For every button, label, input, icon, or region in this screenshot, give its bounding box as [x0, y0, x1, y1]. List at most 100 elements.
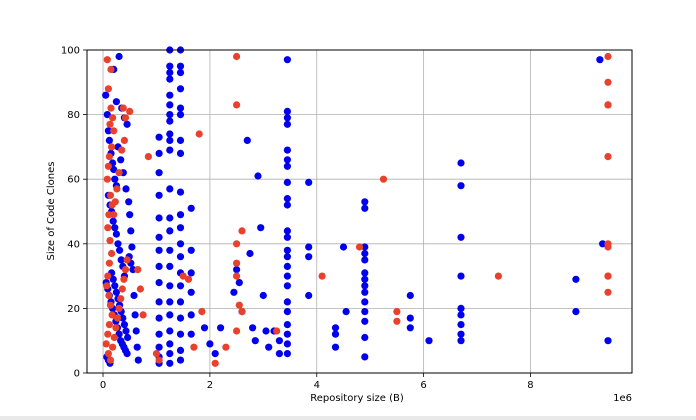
data-point-blue: [331, 330, 340, 338]
data-point-blue: [166, 262, 174, 270]
data-point-red: [118, 146, 126, 154]
data-point-blue: [176, 356, 185, 364]
data-point-red: [106, 191, 115, 199]
y-tick-label: 100: [61, 46, 80, 57]
data-point-red: [107, 65, 115, 73]
y-tick-label: 60: [67, 175, 80, 186]
data-point-red: [102, 340, 110, 348]
data-point-red: [233, 240, 241, 248]
data-point-red: [117, 295, 125, 303]
data-point-red: [273, 327, 281, 335]
data-point-blue: [187, 204, 195, 212]
data-point-blue: [176, 111, 185, 119]
x-tick-label: 2: [207, 380, 213, 391]
data-point-red: [105, 153, 113, 161]
data-point-red: [139, 311, 147, 319]
data-point-blue: [119, 314, 127, 322]
data-point-blue: [233, 266, 241, 274]
data-point-blue: [155, 133, 163, 141]
data-point-blue: [257, 224, 265, 232]
data-point-blue: [116, 246, 124, 254]
data-point-blue: [283, 330, 291, 338]
data-point-blue: [176, 149, 185, 157]
data-point-blue: [457, 311, 465, 319]
data-point-blue: [123, 120, 131, 128]
y-axis-title: Size of Code Clones: [46, 162, 57, 261]
data-point-blue: [155, 262, 163, 270]
data-point-blue: [166, 359, 174, 367]
x-tick-label: 8: [527, 380, 533, 391]
data-point-red: [222, 343, 230, 351]
data-point-blue: [604, 337, 612, 345]
data-point-red: [120, 136, 128, 144]
data-point-blue: [131, 311, 139, 319]
x-tick-label: 6: [420, 380, 426, 391]
data-point-red: [110, 333, 118, 342]
data-point-red: [104, 224, 112, 232]
data-point-blue: [599, 240, 607, 248]
data-point-red: [155, 356, 163, 364]
data-point-blue: [109, 217, 117, 225]
data-point-red: [108, 311, 116, 319]
data-point-blue: [166, 350, 174, 358]
y-tick-label: 40: [67, 239, 80, 250]
data-point-red: [393, 317, 401, 325]
data-point-blue: [102, 91, 110, 99]
data-point-blue: [265, 343, 273, 351]
data-point-blue: [166, 62, 174, 70]
data-point-red: [110, 211, 118, 219]
data-point-blue: [406, 314, 414, 322]
data-point-red: [233, 272, 241, 280]
y-tick-label: 0: [74, 369, 80, 380]
data-point-blue: [305, 178, 313, 186]
data-point-blue: [132, 327, 140, 335]
data-point-blue: [406, 324, 414, 332]
data-point-blue: [283, 114, 291, 122]
data-point-blue: [155, 298, 163, 306]
data-point-blue: [187, 269, 195, 277]
data-point-red: [494, 272, 502, 280]
data-point-red: [105, 291, 113, 300]
data-point-blue: [361, 243, 369, 251]
data-point-blue: [262, 327, 270, 335]
data-point-red: [106, 356, 115, 364]
y-tick-label: 80: [67, 110, 80, 121]
data-point-blue: [361, 353, 369, 361]
y-tick-label: 20: [67, 304, 80, 315]
data-point-red: [233, 259, 241, 267]
data-point-blue: [127, 227, 135, 235]
data-point-blue: [109, 275, 117, 283]
data-point-red: [113, 314, 122, 322]
data-point-blue: [166, 69, 174, 77]
data-point-red: [112, 324, 120, 332]
data-point-blue: [176, 69, 185, 77]
data-point-blue: [166, 111, 174, 119]
data-point-red: [195, 130, 203, 138]
data-point-blue: [361, 198, 369, 206]
data-point-red: [108, 143, 116, 151]
data-point-blue: [342, 308, 350, 316]
data-point-blue: [176, 346, 185, 354]
data-point-blue: [112, 98, 120, 106]
data-point-red: [109, 114, 117, 122]
data-point-red: [318, 272, 326, 280]
data-point-blue: [457, 272, 465, 280]
data-point-blue: [176, 136, 185, 144]
data-point-blue: [243, 136, 251, 144]
data-point-blue: [112, 288, 120, 296]
data-point-blue: [111, 175, 119, 183]
data-point-blue: [251, 337, 259, 345]
data-point-blue: [155, 314, 163, 322]
data-point-blue: [105, 136, 113, 144]
data-point-red: [144, 153, 152, 161]
data-point-blue: [187, 288, 195, 296]
data-point-blue: [457, 330, 465, 338]
data-point-blue: [176, 330, 185, 338]
data-point-blue: [283, 308, 291, 316]
data-point-blue: [283, 162, 291, 170]
data-point-blue: [596, 56, 604, 64]
data-point-blue: [283, 298, 291, 306]
data-point-blue: [235, 279, 243, 287]
plot-frame: [86, 49, 633, 374]
